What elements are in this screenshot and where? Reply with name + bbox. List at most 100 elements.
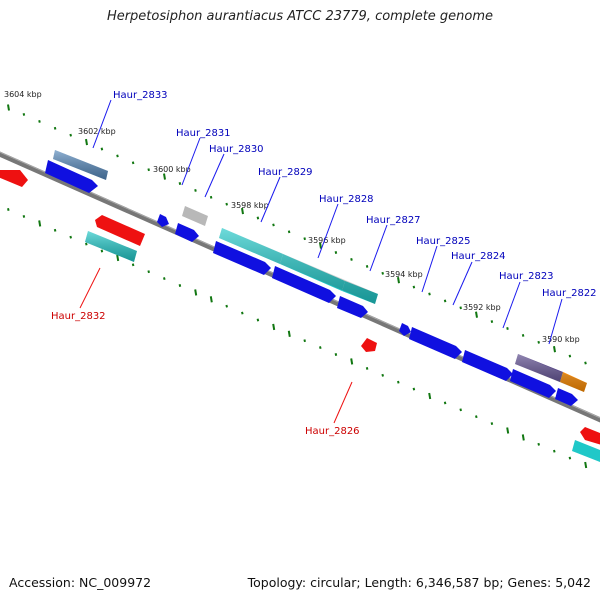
major-tick	[38, 220, 42, 227]
minor-tick	[53, 228, 57, 232]
scale-label: 3600 kbp	[153, 165, 191, 174]
major-tick	[475, 311, 478, 318]
leader-lines-reverse	[79, 267, 353, 424]
gene-haur-2832-cds[interactable]	[95, 215, 145, 246]
minor-tick	[506, 327, 509, 330]
minor-tick	[178, 284, 182, 287]
major-tick	[241, 207, 244, 215]
minor-tick	[7, 208, 10, 211]
minor-tick	[69, 235, 72, 239]
scale-labels: 3604 kbp 3602 kbp 3600 kbp 3598 kbp 3596…	[4, 90, 580, 344]
gene-haur-2833-cds[interactable]	[45, 160, 98, 193]
gene-small-b[interactable]	[399, 323, 411, 336]
minor-tick	[568, 456, 572, 460]
major-tick	[397, 277, 400, 284]
minor-tick	[116, 154, 119, 158]
gene-label-haur-2827[interactable]: Haur_2827	[366, 215, 421, 226]
gene-label-haur-2830[interactable]: Haur_2830	[209, 144, 264, 155]
minor-tick	[163, 277, 166, 281]
scale-label: 3596 kbp	[308, 236, 346, 245]
gene-label-haur-2828[interactable]: Haur_2828	[319, 194, 374, 205]
minor-tick	[459, 306, 462, 310]
minor-tick	[568, 354, 572, 358]
minor-tick	[553, 449, 556, 453]
gene-label-haur-2833[interactable]: Haur_2833	[113, 90, 168, 101]
minor-tick	[241, 311, 244, 315]
scale-label: 3590 kbp	[542, 335, 580, 344]
minor-tick	[490, 422, 494, 426]
gene-label-haur-2823[interactable]: Haur_2823	[499, 271, 554, 282]
major-tick	[506, 427, 510, 434]
minor-tick	[584, 361, 587, 365]
minor-tick	[256, 318, 260, 322]
minor-tick	[22, 112, 26, 116]
genome-summary: Topology: circular; Length: 6,346,587 bp…	[247, 575, 591, 590]
gene-label-haur-2831[interactable]: Haur_2831	[176, 128, 231, 139]
minor-tick	[475, 415, 478, 419]
leader-lines	[92, 99, 563, 345]
gene-haur-2831-cog[interactable]	[182, 206, 208, 226]
minor-tick	[521, 333, 525, 337]
minor-tick	[85, 242, 88, 246]
minor-tick	[178, 182, 182, 185]
minor-tick	[100, 249, 104, 253]
major-tick	[428, 392, 432, 400]
minor-tick	[365, 264, 369, 268]
scale-label: 3604 kbp	[4, 90, 42, 99]
major-tick	[553, 346, 556, 353]
minor-tick	[459, 408, 462, 412]
minor-tick	[537, 340, 540, 344]
minor-tick	[287, 230, 291, 234]
gene-haur-2824-cds[interactable]	[462, 350, 513, 381]
major-tick	[521, 434, 525, 441]
minor-tick	[319, 346, 322, 350]
tick-rows	[7, 104, 588, 469]
gene-red-left-edge[interactable]	[0, 170, 28, 187]
gene-label-haur-2825[interactable]: Haur_2825	[416, 236, 471, 247]
gene-label-haur-2822[interactable]: Haur_2822	[542, 288, 597, 299]
gene-small-a[interactable]	[157, 214, 169, 227]
gene-haur-2823-cds[interactable]	[510, 369, 556, 398]
features	[0, 150, 600, 464]
major-tick	[209, 296, 213, 303]
gene-haur-2829-cds[interactable]	[213, 241, 271, 275]
major-tick	[194, 289, 198, 296]
accession-text: Accession: NC_009972	[9, 575, 152, 590]
gene-haur-2826-cds[interactable]	[361, 338, 377, 352]
gene-red-right-edge[interactable]	[580, 427, 600, 446]
gene-haur-2822-cds[interactable]	[555, 388, 578, 406]
minor-tick	[256, 216, 260, 220]
gene-label-haur-2832[interactable]: Haur_2832	[51, 311, 106, 322]
minor-tick	[412, 387, 416, 391]
gene-haur-2830-cds[interactable]	[175, 223, 199, 242]
minor-tick	[490, 320, 494, 324]
minor-tick	[428, 292, 431, 296]
minor-tick	[22, 214, 26, 218]
major-tick	[7, 104, 10, 111]
minor-tick	[303, 339, 306, 343]
scale-label: 3592 kbp	[463, 303, 501, 312]
scale-label: 3602 kbp	[78, 127, 116, 136]
minor-tick	[303, 237, 306, 241]
minor-tick	[131, 263, 135, 267]
major-tick	[287, 330, 291, 337]
minor-tick	[100, 147, 104, 151]
major-tick	[116, 254, 120, 262]
minor-tick	[209, 195, 213, 199]
minor-tick	[194, 188, 197, 192]
gene-cyan-reverse-right[interactable]	[572, 440, 600, 464]
minor-tick	[147, 270, 150, 274]
minor-tick	[537, 442, 540, 446]
gene-label-haur-2829[interactable]: Haur_2829	[258, 167, 313, 178]
gene-haur-2825-cds[interactable]	[409, 327, 462, 359]
gene-label-haur-2824[interactable]: Haur_2824	[451, 251, 506, 262]
minor-tick	[272, 223, 275, 227]
minor-tick	[443, 401, 447, 405]
gene-label-haur-2826[interactable]: Haur_2826	[305, 426, 360, 437]
major-tick	[319, 242, 322, 249]
minor-tick	[412, 285, 416, 289]
minor-tick	[69, 133, 72, 137]
gene-haur-2828-cds[interactable]	[272, 266, 336, 303]
gene-haur-2827-cds[interactable]	[337, 296, 368, 318]
minor-tick	[334, 353, 338, 356]
